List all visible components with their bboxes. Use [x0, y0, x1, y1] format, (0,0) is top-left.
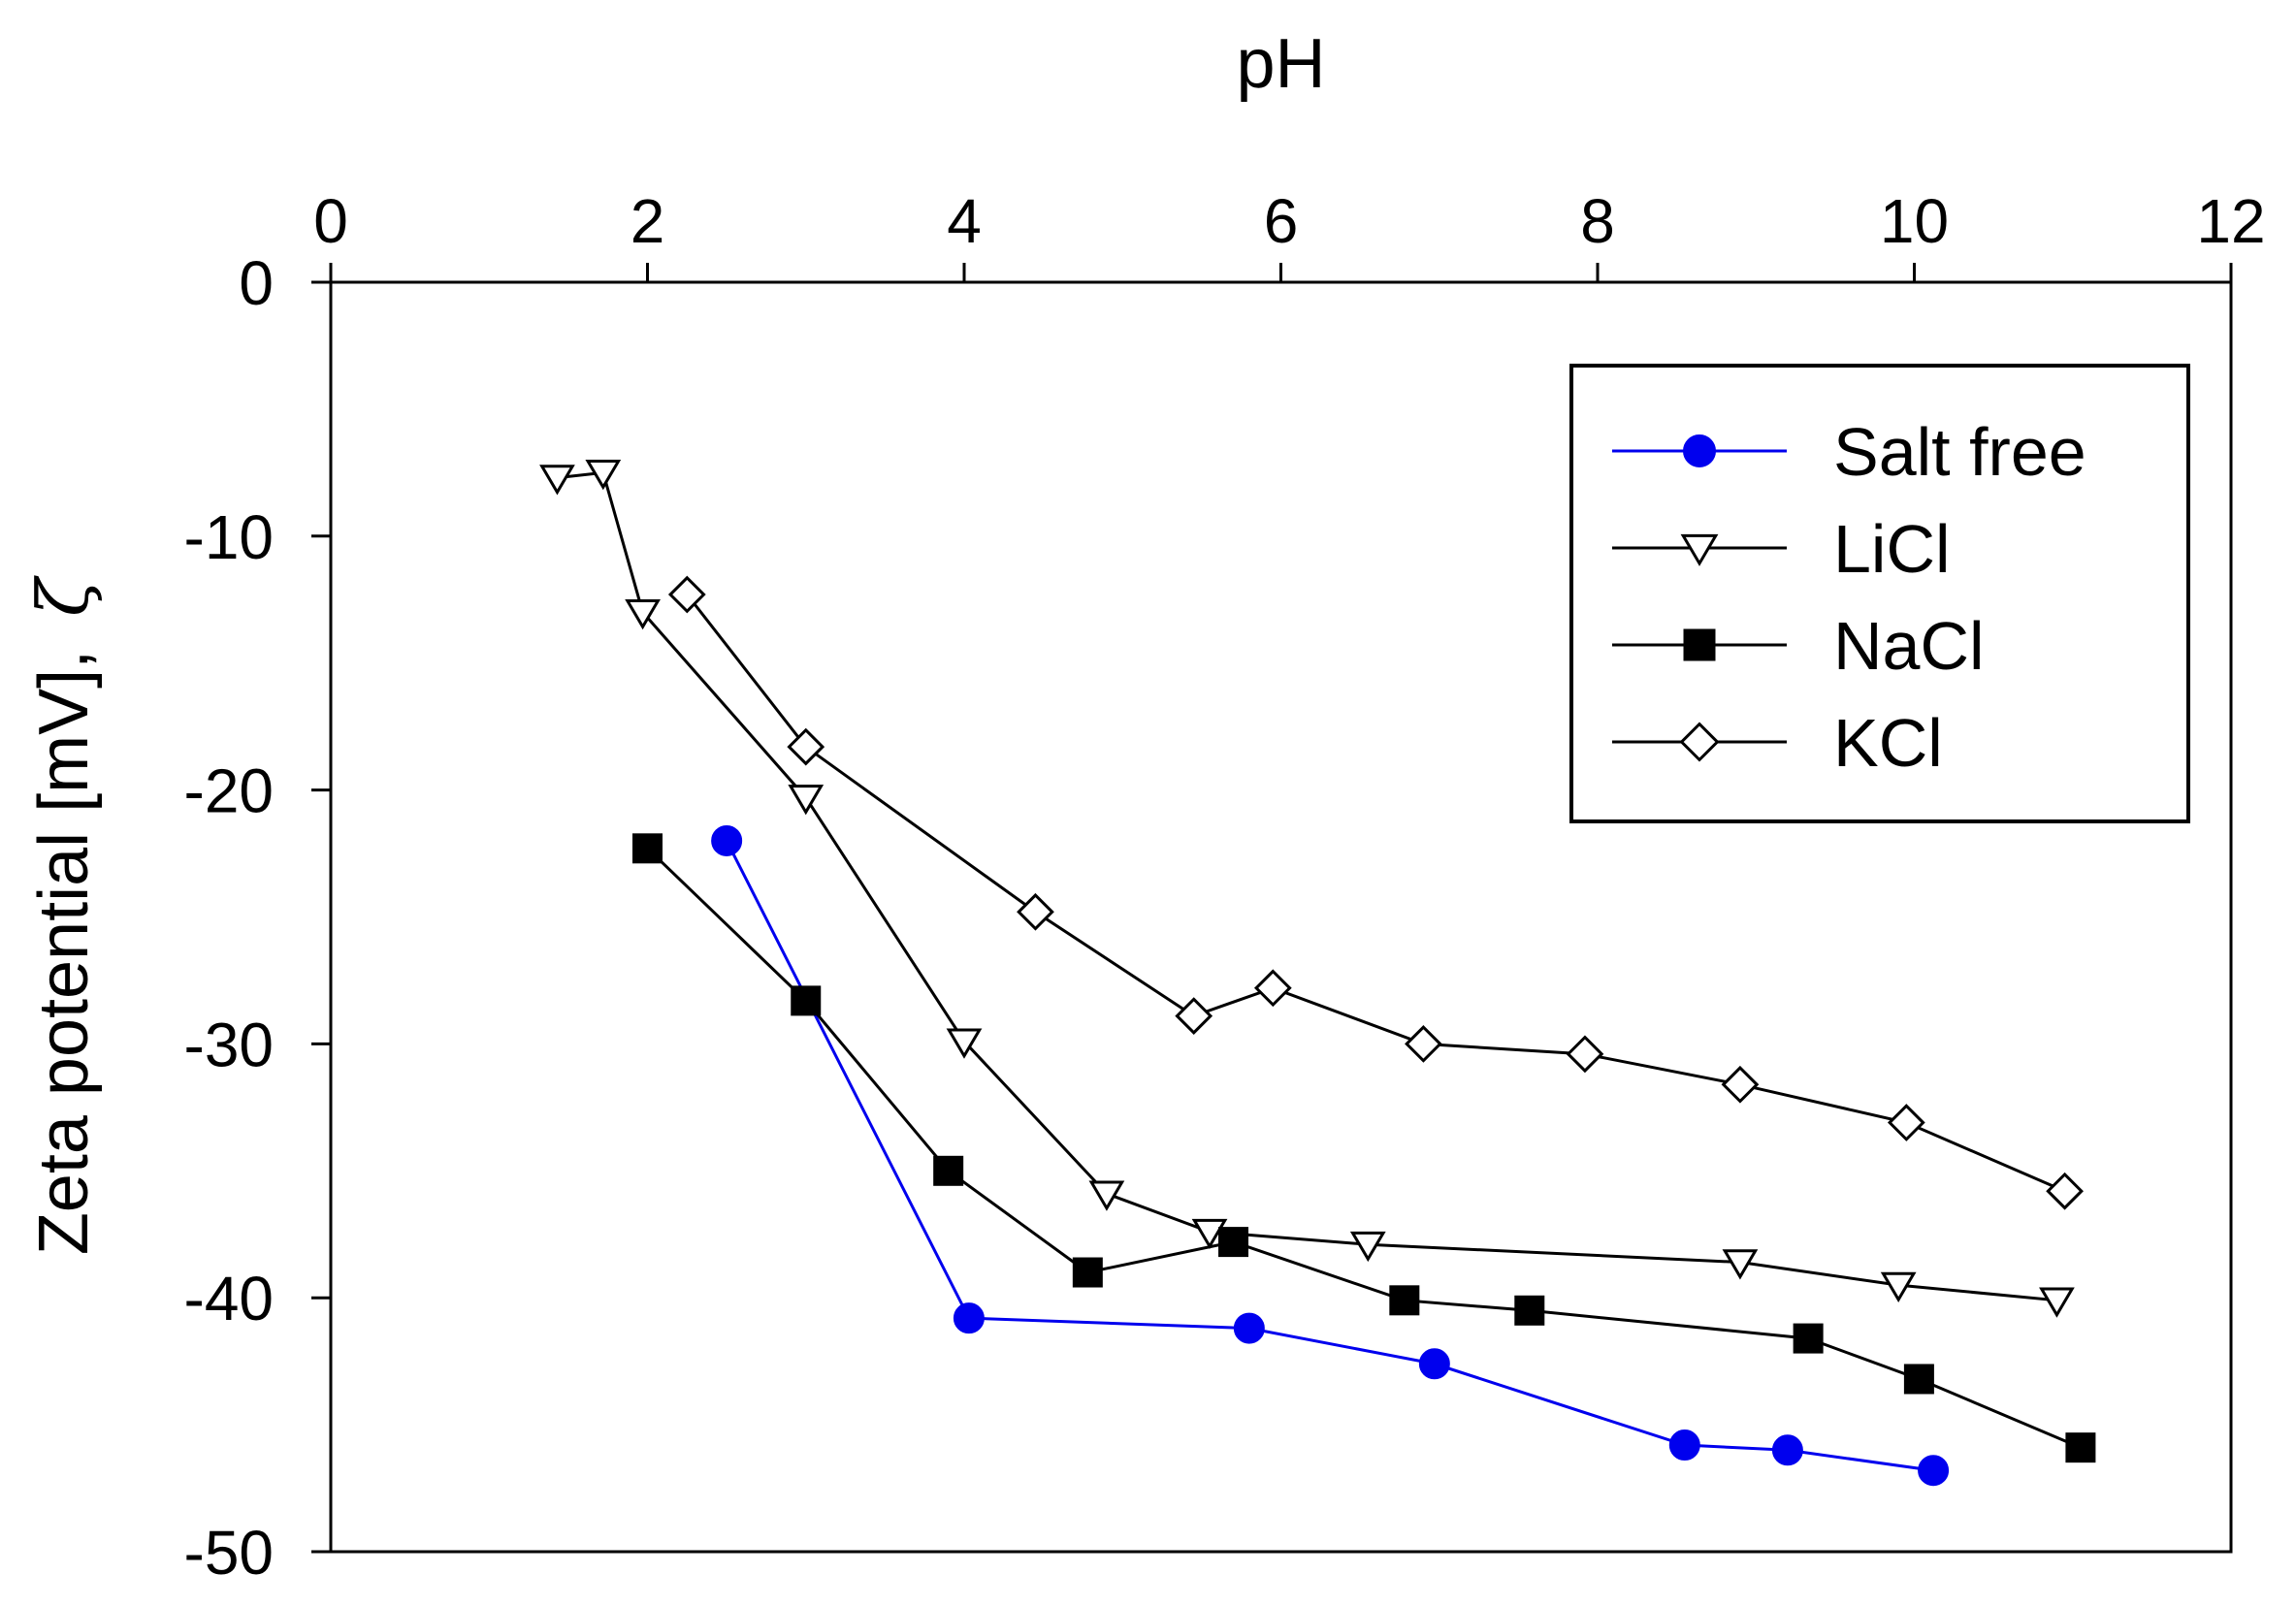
data-point-kcl: [1175, 997, 1213, 1035]
data-point-salt-free: [1233, 1312, 1265, 1344]
legend-marker-kcl: [1679, 722, 1720, 762]
series-layer: [539, 460, 2096, 1487]
data-point-licl: [1088, 1180, 1125, 1211]
data-point-nacl: [632, 833, 663, 864]
legend-item-kcl: KCl: [1612, 705, 1943, 781]
data-point-licl: [539, 465, 575, 496]
x-tick-label: 4: [947, 186, 982, 256]
y-tick-label: -20: [184, 756, 275, 826]
x-tick-label: 6: [1264, 186, 1299, 256]
data-point-salt-free: [1418, 1348, 1450, 1380]
legend-label-kcl: KCl: [1833, 705, 1943, 781]
y-axis-title-symbol: ζ: [22, 575, 104, 617]
legend-label-salt-free: Salt free: [1833, 414, 2086, 490]
data-point-kcl: [667, 575, 706, 614]
data-point-kcl: [2046, 1172, 2084, 1210]
series-licl: [539, 460, 2075, 1318]
data-point-nacl: [1903, 1364, 1934, 1395]
y-axis-ticks: 0 -10 -20 -30 -40 -50: [184, 248, 331, 1588]
data-point-nacl: [1072, 1257, 1103, 1288]
y-tick-label: -10: [184, 502, 275, 572]
data-point-licl: [946, 1028, 983, 1059]
y-axis-title-text: Zeta potential [mV],: [25, 650, 103, 1255]
data-point-licl: [788, 785, 825, 816]
data-point-kcl: [787, 727, 825, 766]
series-line-nacl: [646, 847, 2082, 1450]
series-nacl: [632, 833, 2096, 1463]
y-axis-title: Zeta potential [mV], ζ: [22, 575, 104, 1255]
data-point-kcl: [1887, 1104, 1925, 1141]
data-point-nacl: [1514, 1295, 1545, 1326]
x-tick-label: 12: [2196, 186, 2265, 256]
y-tick-label: -50: [184, 1518, 275, 1588]
data-point-kcl: [1721, 1065, 1760, 1104]
series-line-kcl: [686, 594, 2066, 1193]
legend-marker-licl: [1680, 533, 1719, 566]
data-point-nacl: [933, 1155, 964, 1186]
series-salt-free: [711, 824, 1950, 1487]
data-point-nacl: [1793, 1323, 1824, 1354]
data-point-kcl: [1566, 1035, 1604, 1074]
x-axis-title: pH: [1236, 25, 1325, 103]
y-tick-label: -30: [184, 1010, 275, 1079]
data-point-licl: [1349, 1231, 1386, 1263]
series-kcl: [667, 575, 2084, 1210]
legend-item-nacl: NaCl: [1612, 608, 1985, 684]
data-point-nacl: [1389, 1285, 1420, 1316]
legend-label-licl: LiCl: [1833, 511, 1951, 587]
data-point-licl: [2039, 1287, 2075, 1318]
x-tick-label: 0: [313, 186, 348, 256]
legend-label-nacl: NaCl: [1833, 608, 1985, 684]
data-point-kcl: [1253, 969, 1292, 1008]
x-tick-label: 10: [1880, 186, 1949, 256]
data-point-nacl: [1218, 1227, 1249, 1258]
data-point-salt-free: [1668, 1429, 1700, 1461]
data-point-salt-free: [711, 824, 743, 856]
legend-marker-salt-free: [1683, 434, 1716, 467]
data-point-kcl: [1017, 892, 1054, 931]
y-tick-label: -40: [184, 1264, 275, 1333]
x-axis-ticks: 0 2 4 6 8 10 12: [313, 186, 2266, 282]
x-tick-label: 2: [631, 186, 665, 256]
data-point-licl: [1722, 1249, 1759, 1280]
legend-box: [1569, 364, 2190, 823]
data-point-nacl: [2065, 1432, 2096, 1463]
x-tick-label: 8: [1580, 186, 1615, 256]
data-point-salt-free: [1771, 1434, 1803, 1466]
y-tick-label: 0: [239, 248, 274, 318]
data-point-kcl: [1405, 1025, 1442, 1063]
legend-items: Salt free LiCl NaCl KCl: [1612, 414, 2086, 781]
data-point-salt-free: [1918, 1455, 1950, 1487]
legend-marker-nacl: [1683, 628, 1716, 661]
data-point-nacl: [791, 985, 822, 1016]
data-point-licl: [625, 599, 661, 630]
legend: Salt free LiCl NaCl KCl: [1569, 364, 2190, 823]
data-point-licl: [585, 460, 622, 491]
legend-item-salt-free: Salt free: [1612, 414, 2086, 490]
data-point-licl: [1880, 1271, 1917, 1303]
data-point-salt-free: [953, 1302, 985, 1334]
data-point-licl: [1191, 1218, 1228, 1250]
legend-item-licl: LiCl: [1612, 511, 1951, 587]
